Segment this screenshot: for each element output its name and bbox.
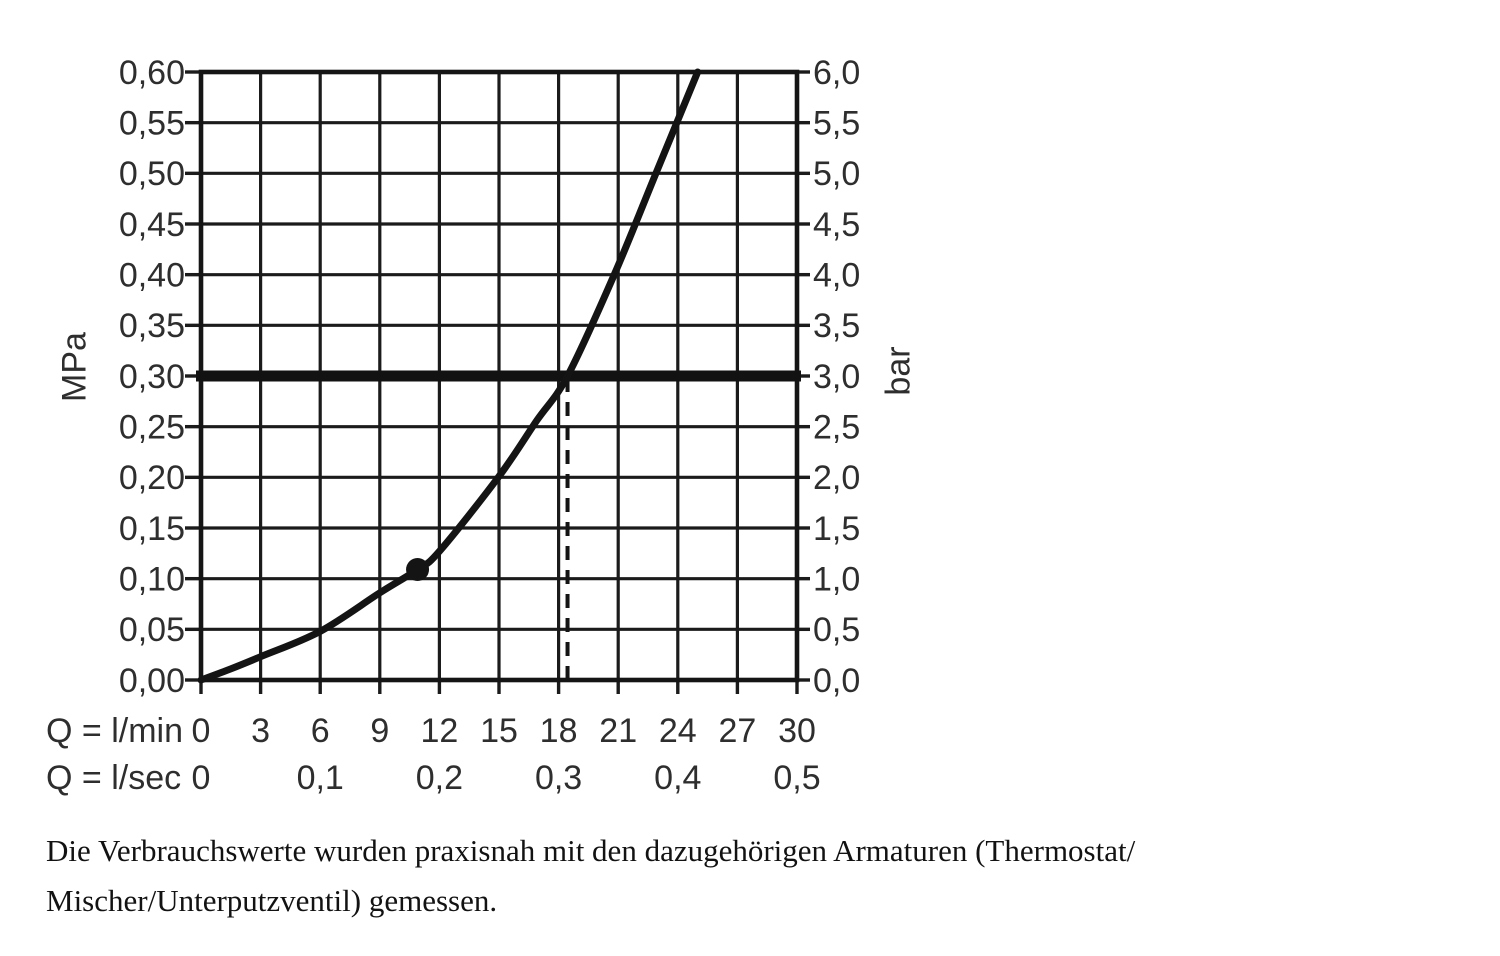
- x-lmin-tick-label: 30: [778, 712, 816, 750]
- y-left-tick-label: 0,45: [119, 206, 185, 244]
- caption-line-1: Die Verbrauchswerte wurden praxisnah mit…: [46, 833, 1136, 868]
- y-left-tick-label: 0,05: [119, 611, 185, 649]
- y-right-tick-label: 2,0: [813, 459, 860, 497]
- x-axis-lmin-label: Q = l/min: [46, 712, 183, 750]
- y-left-tick-label: 0,40: [119, 257, 185, 295]
- x-lmin-tick-label: 15: [480, 712, 518, 750]
- y-left-tick-label: 0,15: [119, 510, 185, 548]
- x-lsec-tick-label: 0,1: [297, 759, 344, 797]
- y-left-tick-label: 0,35: [119, 307, 185, 345]
- y-right-tick-label: 6,0: [813, 54, 860, 92]
- x-lmin-tick-label: 0: [192, 712, 211, 750]
- x-lmin-tick-label: 9: [370, 712, 389, 750]
- y-right-tick-label: 3,5: [813, 307, 860, 345]
- x-lmin-tick-label: 3: [251, 712, 270, 750]
- y-right-tick-label: 0,5: [813, 611, 860, 649]
- y-left-tick-label: 0,25: [119, 409, 185, 447]
- caption: Die Verbrauchswerte wurden praxisnah mit…: [46, 826, 1446, 926]
- y-right-tick-label: 1,5: [813, 510, 860, 548]
- y-left-tick-label: 0,10: [119, 561, 185, 599]
- y-left-axis-unit: MPa: [55, 332, 94, 402]
- y-left-tick-label: 0,30: [119, 358, 185, 396]
- y-left-tick-label: 0,55: [119, 105, 185, 143]
- y-right-tick-label: 0,0: [813, 662, 860, 700]
- caption-line-2: Mischer/Unterputzventil) gemessen.: [46, 883, 498, 918]
- curve-marker-dot: [406, 558, 430, 582]
- x-lsec-tick-label: 0,2: [416, 759, 463, 797]
- y-left-tick-label: 0,00: [119, 662, 185, 700]
- y-right-tick-label: 3,0: [813, 358, 860, 396]
- y-right-tick-label: 5,0: [813, 155, 860, 193]
- x-lsec-tick-label: 0,3: [535, 759, 582, 797]
- flow-curve: [198, 68, 702, 684]
- y-right-tick-label: 1,0: [813, 561, 860, 599]
- y-left-tick-label: 0,60: [119, 54, 185, 92]
- x-lmin-tick-label: 12: [420, 712, 458, 750]
- y-right-axis-unit: bar: [879, 346, 918, 396]
- x-axis-lsec-label: Q = l/sec: [46, 759, 182, 797]
- x-lsec-tick-label: 0: [192, 759, 211, 797]
- y-right-tick-label: 4,0: [813, 257, 860, 295]
- y-left-tick-label: 0,20: [119, 459, 185, 497]
- x-lmin-tick-label: 21: [599, 712, 637, 750]
- x-lmin-tick-label: 27: [718, 712, 756, 750]
- x-lmin-tick-label: 6: [311, 712, 330, 750]
- x-lsec-tick-label: 0,4: [654, 759, 701, 797]
- y-right-tick-label: 2,5: [813, 409, 860, 447]
- y-right-tick-label: 4,5: [813, 206, 860, 244]
- y-left-tick-label: 0,50: [119, 155, 185, 193]
- x-lmin-tick-label: 18: [540, 712, 578, 750]
- y-right-tick-label: 5,5: [813, 105, 860, 143]
- x-lsec-tick-label: 0,5: [773, 759, 820, 797]
- x-lmin-tick-label: 24: [659, 712, 697, 750]
